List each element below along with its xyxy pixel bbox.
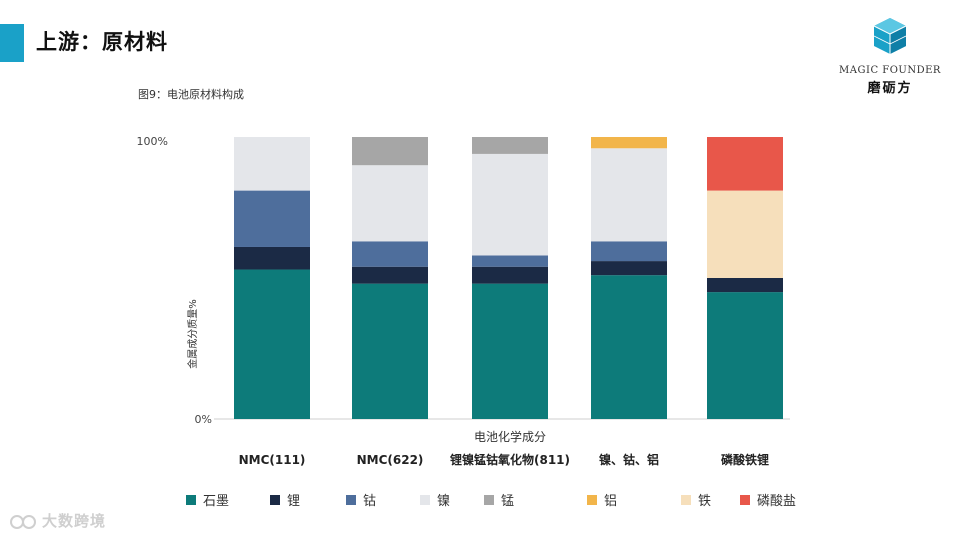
legend-label: 铁 — [698, 494, 712, 509]
legend-label: 锂 — [287, 494, 301, 509]
x-axis-title: 电池化学成分 — [474, 429, 546, 444]
legend-item: 钴 — [346, 490, 376, 509]
x-tick-label: NMC(622) — [357, 453, 424, 467]
bar-segment — [472, 153, 548, 256]
legend-label: 石墨 — [203, 494, 230, 509]
legend-item: 锂 — [270, 490, 300, 509]
bar-segment — [472, 137, 548, 154]
bar-segment — [352, 165, 428, 242]
x-tick-label: 镍、钴、铝 — [599, 452, 659, 467]
logo-name-cn: 磨砺方 — [867, 81, 913, 96]
x-tick-label: NMC(111) — [239, 453, 306, 467]
watermark-logo-icon — [10, 514, 36, 529]
bar-segment — [352, 241, 428, 267]
bar-segment — [707, 190, 783, 278]
legend-swatch — [270, 494, 280, 505]
x-tick-label: 锂镍锰钴氧化物(811) — [450, 452, 570, 467]
bar-segment — [591, 275, 667, 419]
bar-segment — [352, 266, 428, 284]
legend-swatch — [681, 494, 691, 505]
bar-segment — [591, 148, 667, 242]
legend-swatch — [587, 494, 597, 505]
bar-segment — [472, 266, 548, 284]
bar-segment — [234, 190, 310, 247]
legend-item: 锰 — [484, 490, 514, 509]
bar-segment — [234, 269, 310, 419]
legend-label: 钴 — [363, 494, 377, 509]
bar-segment — [234, 246, 310, 270]
legend-label: 镍 — [437, 494, 451, 509]
legend-swatch — [740, 494, 750, 505]
page-title: 上游：原材料 — [36, 30, 168, 54]
watermark-text: 大数跨境 — [42, 512, 107, 530]
bar-segment — [234, 137, 310, 191]
y-tick-label: 100% — [137, 135, 168, 148]
legend-item: 磷酸盐 — [740, 490, 796, 509]
y-tick-label: 0% — [195, 413, 212, 426]
bar-segment — [707, 278, 783, 293]
legend-label: 锰 — [501, 494, 515, 509]
title-accent-bar — [0, 24, 24, 62]
x-tick-label: 磷酸铁锂 — [721, 452, 769, 467]
legend-label: 铝 — [604, 494, 618, 509]
figure-caption: 图9：电池原材料构成 — [138, 88, 244, 101]
legend-item: 铝 — [587, 490, 617, 509]
watermark: 大数跨境 — [10, 510, 106, 531]
legend-swatch — [186, 494, 196, 505]
bar-segment — [352, 137, 428, 166]
legend-swatch — [346, 494, 356, 505]
y-axis-title: 金属成分质量% — [186, 299, 199, 369]
legend-item: 铁 — [681, 490, 711, 509]
bar-segment — [591, 137, 667, 149]
legend-item: 石墨 — [186, 490, 229, 509]
bar-segment — [707, 292, 783, 419]
legend-swatch — [484, 494, 494, 505]
bar-segment — [472, 283, 548, 419]
bar-segment — [707, 137, 783, 191]
bar-segment — [352, 283, 428, 419]
cube-logo-icon — [873, 18, 907, 54]
legend-swatch — [420, 494, 430, 505]
bar-segment — [591, 241, 667, 262]
legend-label: 磷酸盐 — [757, 494, 797, 509]
chart-legend: 石墨 锂 钴 镍 锰 铝 铁 磷酸盐 — [0, 490, 960, 510]
bar-segment — [472, 255, 548, 267]
bar-segment — [591, 261, 667, 276]
legend-item: 镍 — [420, 490, 450, 509]
logo-name-en: MAGIC FOUNDER — [839, 65, 941, 76]
